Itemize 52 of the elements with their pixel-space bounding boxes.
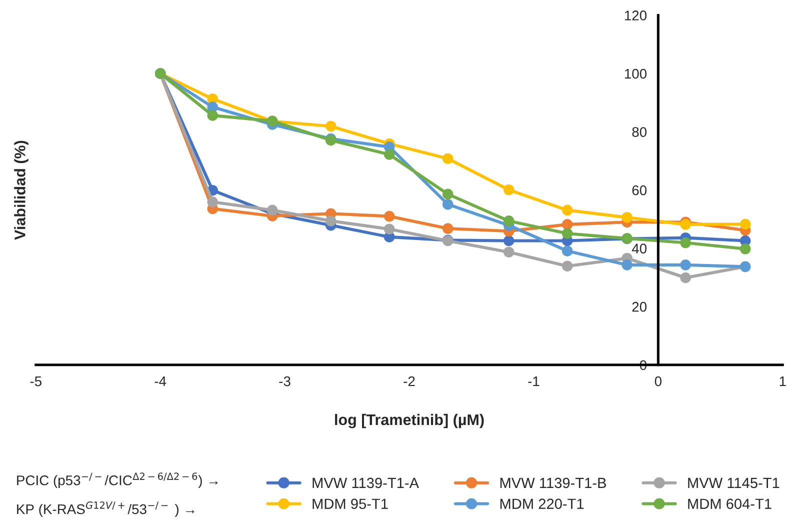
point [442,198,454,210]
legend-label: MDM 95-T1 [312,498,388,509]
y-axis-title: Viabilidad (%) [14,140,28,240]
point [740,218,751,230]
text: KP (K-RAS$^{G12V/+}$/53$^{−/−}$ ) → [17,501,194,517]
point [384,224,395,234]
point [562,228,573,239]
y-tick-label: 120 [624,10,647,20]
legend-label: MVW 1145-T1 [688,478,780,488]
point [562,246,573,256]
point [503,216,514,226]
x-axis-title: log [Trametinib] (µM) [335,414,484,428]
point [562,260,573,272]
y-tick-label: 80 [632,127,647,137]
point [680,260,691,270]
point [740,244,751,254]
point [503,184,514,196]
legend-label: MVW 1139-T1-A [312,478,420,488]
point [680,272,691,284]
point [503,246,514,258]
point [384,149,395,160]
point [622,260,632,270]
x-tick-label: 1 [780,376,786,386]
point [266,204,278,216]
x-tick-label: -2 [404,376,415,386]
point [442,223,454,234]
point [384,210,395,222]
y-tick-label: 20 [632,302,647,312]
text: PCIC (p53$^{−/−}$/CIC$^{Δ2−6/Δ2−6}$) → [17,472,218,488]
point [325,120,336,132]
point [503,235,514,246]
y-tick-label: 60 [632,185,647,196]
point [442,153,454,164]
legend-label: MVW 1139-T1-B [500,478,606,488]
point [562,204,573,216]
point [680,237,691,248]
point [207,110,218,121]
y-tick-label: 100 [624,68,647,79]
x-tick-label: -4 [154,376,166,386]
legend-label: MDM 604-T1 [688,498,772,509]
legend-label: MDM 220-T1 [500,498,584,509]
x-tick-label: -5 [30,376,42,386]
y-tick-label: 40 [632,244,647,254]
point [562,219,573,230]
x-tick-label: -3 [279,376,290,386]
point [680,219,691,230]
point [325,216,336,226]
x-tick-label: -1 [528,376,540,386]
point [622,212,632,223]
point [207,196,218,208]
x-tick-label: 0 [654,376,662,386]
point [442,188,454,200]
